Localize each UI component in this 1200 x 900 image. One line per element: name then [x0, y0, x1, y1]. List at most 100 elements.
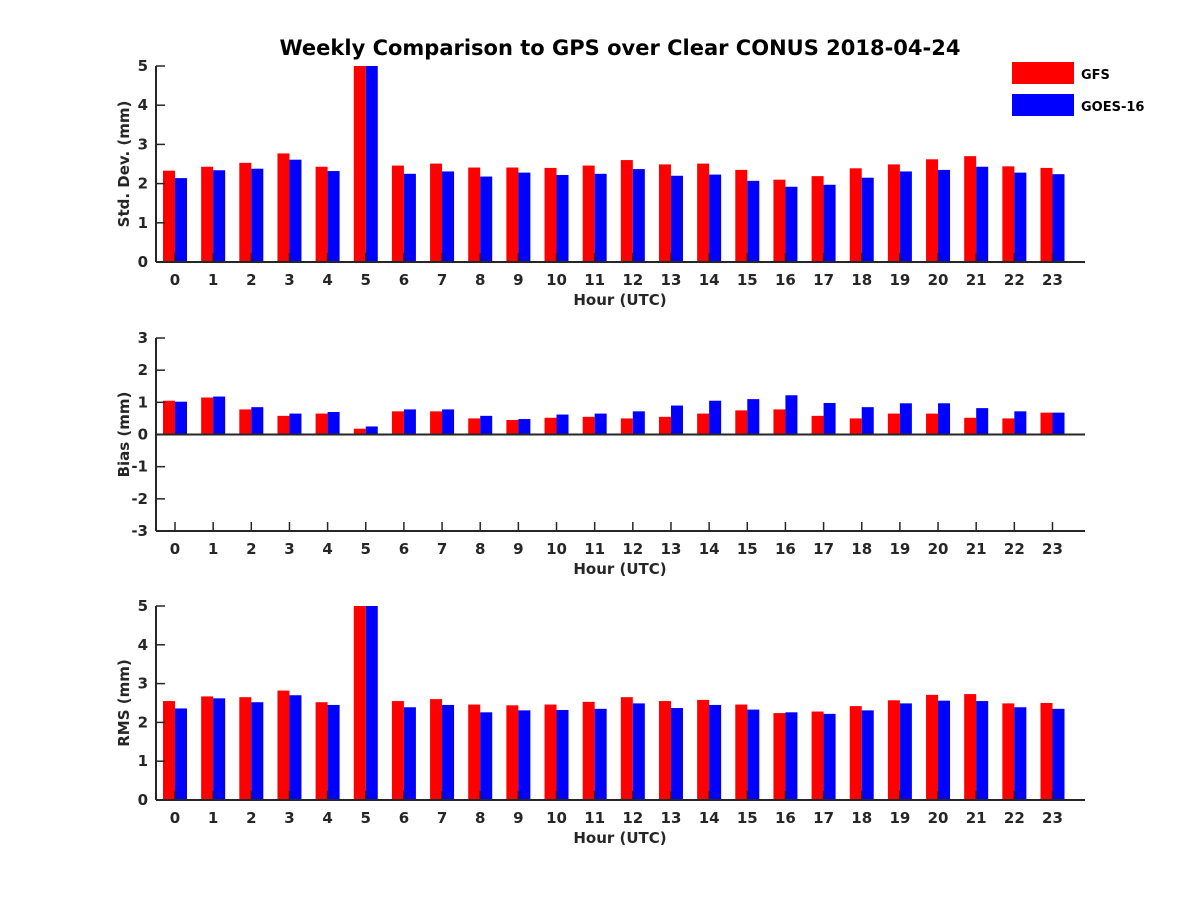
bar-gfs-hour-15: [735, 704, 748, 800]
bar-gfs-hour-17: [811, 711, 824, 800]
x-tick-label: 23: [1042, 271, 1063, 289]
bar-gfs-hour-22: [1002, 418, 1015, 435]
x-tick-label: 7: [437, 540, 447, 558]
bar-gfs-hour-6: [391, 701, 404, 800]
bar-gfs-hour-2: [239, 409, 252, 435]
x-tick-label: 11: [584, 540, 605, 558]
bar-goes16-hour-22: [1014, 411, 1027, 435]
bar-goes16-hour-7: [442, 171, 455, 262]
x-tick-label: 4: [322, 271, 332, 289]
x-tick-label: 6: [399, 540, 409, 558]
x-tick-label: 3: [284, 271, 294, 289]
bar-gfs-hour-10: [544, 417, 557, 435]
bar-goes16-hour-12: [632, 411, 645, 435]
legend-label-gfs: GFS: [1081, 68, 1110, 83]
x-tick-label: 3: [284, 809, 294, 827]
legend-swatch-gfs: [1012, 62, 1074, 84]
x-tick-label: 17: [813, 271, 834, 289]
bar-gfs-hour-23: [1040, 167, 1053, 262]
y-tick-label: 2: [138, 713, 148, 731]
bar-gfs-hour-14: [697, 699, 710, 800]
bar-gfs-hour-4: [315, 166, 328, 262]
x-tick-label: 14: [699, 271, 720, 289]
bar-goes16-hour-18: [861, 177, 874, 262]
x-tick-label: 7: [437, 271, 447, 289]
bar-goes16-hour-23: [1052, 708, 1065, 800]
bar-gfs-hour-20: [926, 694, 939, 800]
x-tick-label: 18: [851, 540, 872, 558]
y-tick-label: 1: [138, 214, 148, 232]
bar-goes16-hour-5: [365, 606, 378, 800]
bar-goes16-hour-10: [556, 414, 569, 435]
bar-goes16-hour-11: [594, 413, 607, 435]
bar-gfs-hour-13: [658, 164, 671, 262]
x-tick-label: 23: [1042, 809, 1063, 827]
bar-gfs-hour-19: [887, 413, 900, 435]
bar-goes16-hour-1: [213, 170, 226, 262]
bar-goes16-hour-23: [1052, 174, 1065, 262]
bar-gfs-hour-23: [1040, 703, 1053, 800]
bar-gfs-hour-12: [620, 418, 633, 435]
y-tick-label: 0: [138, 791, 148, 809]
x-tick-label: 15: [737, 809, 758, 827]
y-tick-label: 4: [138, 636, 148, 654]
bar-goes16-hour-10: [556, 174, 569, 262]
bar-gfs-hour-17: [811, 176, 824, 262]
x-axis-label: Hour (UTC): [573, 291, 666, 309]
bar-goes16-hour-23: [1052, 412, 1065, 435]
x-tick-label: 0: [170, 809, 180, 827]
x-tick-label: 7: [437, 809, 447, 827]
x-tick-label: 18: [851, 271, 872, 289]
bar-goes16-hour-19: [899, 703, 912, 800]
x-tick-label: 11: [584, 271, 605, 289]
bar-goes16-hour-6: [403, 409, 416, 435]
y-tick-label: 2: [138, 361, 148, 379]
y-tick-label: 1: [138, 752, 148, 770]
y-tick-label: 3: [138, 135, 148, 153]
bar-goes16-hour-5: [365, 426, 378, 435]
bar-goes16-hour-9: [518, 710, 531, 800]
bar-goes16-hour-14: [709, 704, 722, 800]
bar-goes16-hour-16: [785, 712, 798, 800]
y-tick-label: 4: [138, 96, 148, 114]
bar-goes16-hour-8: [480, 712, 493, 800]
x-tick-label: 4: [322, 540, 332, 558]
x-tick-label: 23: [1042, 540, 1063, 558]
bar-gfs-hour-22: [1002, 703, 1015, 800]
x-tick-label: 22: [1004, 809, 1025, 827]
bar-gfs-hour-8: [468, 704, 481, 800]
bar-gfs-hour-23: [1040, 412, 1053, 435]
x-tick-label: 19: [889, 271, 910, 289]
bar-gfs-hour-22: [1002, 166, 1015, 262]
bar-goes16-hour-3: [289, 413, 302, 435]
x-tick-label: 13: [661, 271, 682, 289]
bar-goes16-hour-21: [976, 408, 989, 435]
y-tick-label: 3: [138, 675, 148, 693]
bar-gfs-hour-16: [773, 713, 786, 800]
x-tick-label: 8: [475, 271, 485, 289]
bar-gfs-hour-21: [964, 694, 977, 800]
x-tick-label: 6: [399, 271, 409, 289]
legend-label-goes16: GOES-16: [1081, 100, 1144, 115]
x-tick-label: 22: [1004, 540, 1025, 558]
bar-goes16-hour-16: [785, 395, 798, 435]
x-tick-label: 16: [775, 271, 796, 289]
bar-goes16-hour-4: [327, 171, 340, 262]
x-tick-label: 15: [737, 271, 758, 289]
x-tick-label: 5: [361, 271, 371, 289]
x-tick-label: 18: [851, 809, 872, 827]
bar-goes16-hour-21: [976, 701, 989, 800]
legend: GFS GOES-16: [1012, 62, 1144, 116]
bar-gfs-hour-18: [849, 706, 862, 800]
bar-goes16-hour-9: [518, 172, 531, 262]
bar-gfs-hour-9: [506, 705, 519, 800]
bar-gfs-hour-5: [353, 66, 366, 262]
x-tick-label: 5: [361, 540, 371, 558]
bar-gfs-hour-7: [430, 163, 443, 262]
x-axis-label: Hour (UTC): [573, 560, 666, 578]
x-tick-label: 12: [622, 809, 643, 827]
bar-gfs-hour-0: [163, 701, 175, 800]
